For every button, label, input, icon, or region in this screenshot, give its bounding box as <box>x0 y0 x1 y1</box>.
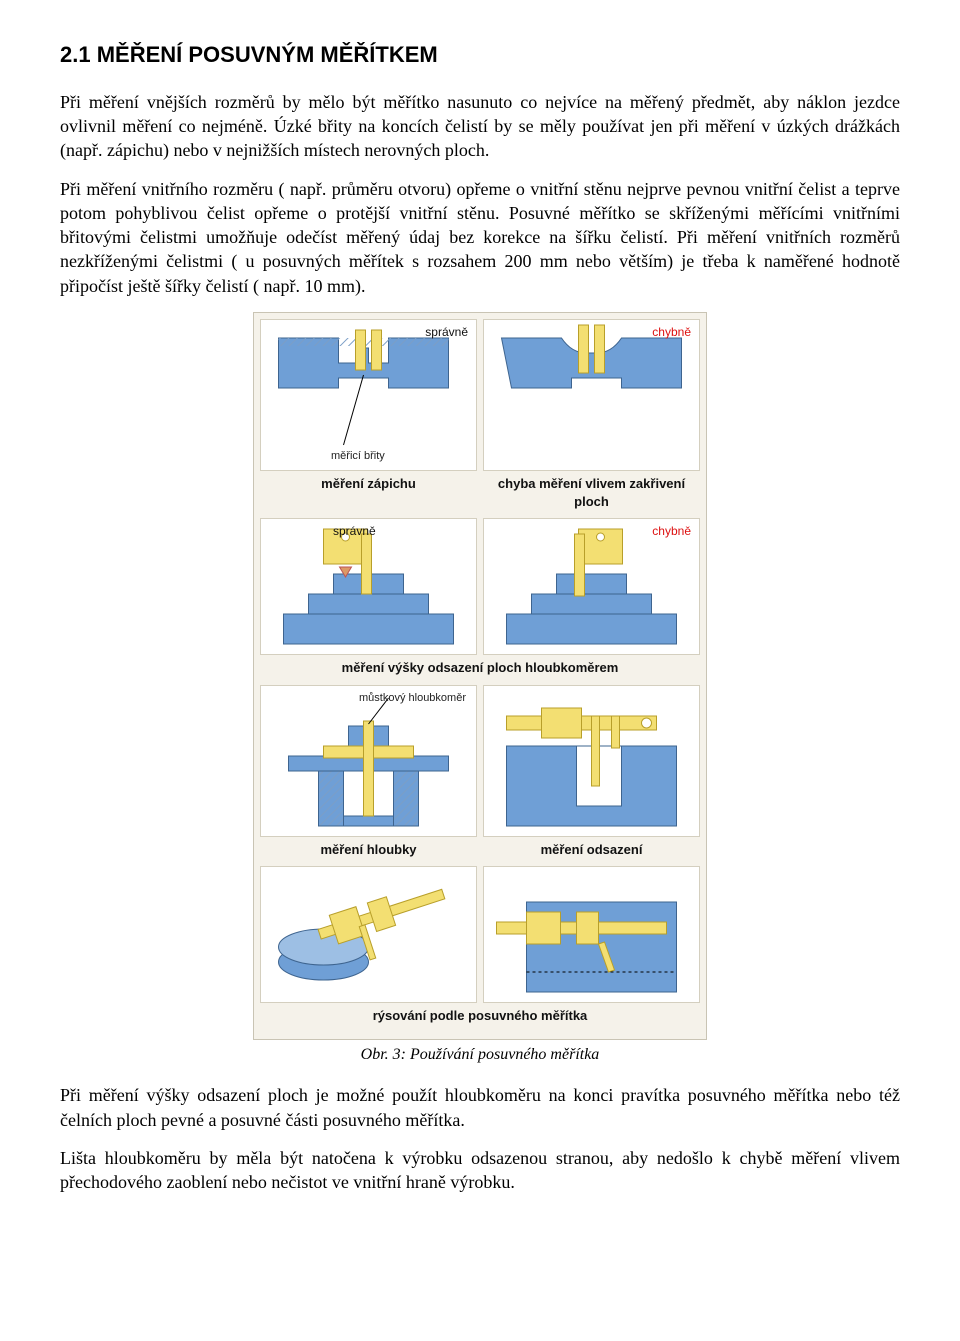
label-merici-brity: měřicí břity <box>331 450 385 462</box>
panel-zapich-bad: chybně <box>483 319 700 471</box>
figure-3: správně měřicí břity <box>253 312 707 1040</box>
label-spravne-2: správně <box>333 523 376 539</box>
paragraph-3: Při měření výšky odsazení ploch je možné… <box>60 1083 900 1132</box>
panel-vyska-ok: správně <box>260 518 477 655</box>
caption-rysovani: rýsování podle posuvného měřítka <box>260 1003 700 1033</box>
figure-caption: Obr. 3: Používání posuvného měřítka <box>60 1044 900 1066</box>
label-chybne-2: chybně <box>652 523 691 539</box>
panel-rysovani-right <box>483 866 700 1003</box>
panel-rysovani-left <box>260 866 477 1003</box>
section-heading: 2.1 MĚŘENÍ POSUVNÝM MĚŘÍTKEM <box>60 40 900 70</box>
panel-vyska-bad: chybně <box>483 518 700 655</box>
label-chybne: chybně <box>652 324 691 340</box>
label-mustkovy: můstkový hloubkoměr <box>359 692 466 704</box>
paragraph-2: Při měření vnitřního rozměru ( např. prů… <box>60 177 900 298</box>
panel-odsazeni <box>483 685 700 837</box>
caption-odsazeni: měření odsazení <box>483 837 700 867</box>
panel-hloubka: můstkový hloubkoměr <box>260 685 477 837</box>
paragraph-4: Lišta hloubkoměru by měla být natočena k… <box>60 1146 900 1195</box>
caption-hloubka: měření hloubky <box>260 837 477 867</box>
caption-vyska: měření výšky odsazení ploch hloubkoměrem <box>260 655 700 685</box>
paragraph-1: Při měření vnějších rozměrů by mělo být … <box>60 90 900 163</box>
panel-zapich-ok: správně měřicí břity <box>260 319 477 471</box>
label-spravne: správně <box>425 324 468 340</box>
caption-zakriveni: chyba měření vlivem zakřivení ploch <box>483 471 700 518</box>
caption-zapich: měření zápichu <box>260 471 477 501</box>
